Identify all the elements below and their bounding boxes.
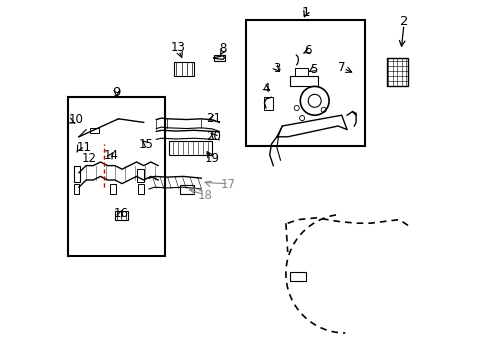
- Text: 12: 12: [81, 152, 97, 165]
- Text: 9: 9: [112, 86, 121, 99]
- Bar: [89, 128, 99, 133]
- Bar: [179, 185, 194, 194]
- Text: 11: 11: [77, 141, 92, 154]
- Text: 14: 14: [103, 149, 119, 162]
- Text: 20: 20: [206, 130, 221, 143]
- Text: 7: 7: [337, 61, 345, 74]
- Bar: [289, 272, 305, 281]
- Bar: [168, 141, 212, 155]
- Text: 19: 19: [204, 152, 219, 165]
- Bar: [73, 166, 80, 182]
- Text: 6: 6: [303, 44, 311, 57]
- Text: 17: 17: [221, 178, 235, 191]
- Bar: [74, 184, 79, 194]
- Text: 21: 21: [206, 112, 221, 125]
- Text: 5: 5: [309, 63, 317, 76]
- Text: 10: 10: [69, 113, 83, 126]
- Bar: [294, 68, 307, 76]
- Text: 15: 15: [139, 138, 154, 151]
- Text: 16: 16: [113, 207, 128, 220]
- Text: 1: 1: [301, 6, 309, 19]
- Bar: [174, 62, 194, 76]
- Bar: [386, 58, 407, 86]
- Bar: [264, 97, 273, 110]
- Bar: [246, 20, 365, 146]
- Bar: [213, 55, 224, 61]
- Bar: [138, 184, 143, 194]
- Text: 18: 18: [197, 189, 212, 202]
- Bar: [115, 211, 127, 220]
- Bar: [136, 169, 143, 182]
- Bar: [68, 97, 165, 256]
- Text: 2: 2: [400, 15, 408, 28]
- Text: 13: 13: [170, 41, 185, 54]
- Text: 4: 4: [262, 82, 269, 95]
- Bar: [109, 184, 116, 194]
- Text: 8: 8: [219, 42, 226, 55]
- Text: 3: 3: [273, 62, 280, 75]
- Bar: [289, 76, 318, 86]
